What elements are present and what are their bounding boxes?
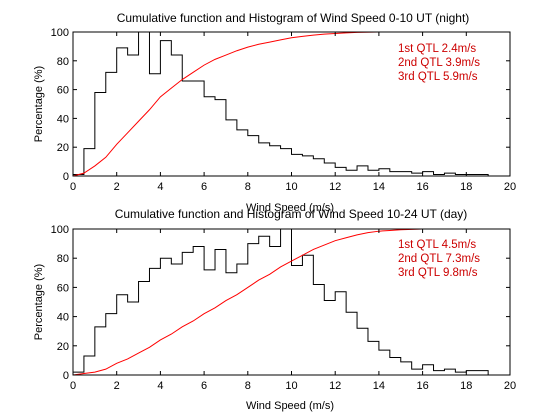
cumulative-line-night (72, 31, 510, 177)
x-tick-label-day: 2 (114, 380, 120, 392)
x-tick-label-day: 6 (201, 380, 207, 392)
y-tick-label-day: 20 (57, 341, 69, 353)
y-axis-label-night: Percentage (%) (33, 66, 45, 142)
quartile-annotations-day: 1st QTL 4.5m/s 2nd QTL 7.3m/s 3rd QTL 9.… (398, 239, 480, 279)
x-axis-label-day: Wind Speed (m/s) (246, 400, 334, 412)
y-tick-label-day: 80 (57, 253, 69, 265)
y-tick-label-night: 60 (57, 85, 69, 97)
chart-night: Cumulative function and Histogram of Win… (33, 11, 480, 214)
x-tick-label-day: 16 (416, 380, 428, 392)
x-tick-label-day: 4 (157, 380, 163, 392)
quartile-3-night: 3rd QTL 5.9m/s (398, 71, 478, 83)
x-tick-label-day: 18 (460, 380, 472, 392)
y-axis-label-day: Percentage (%) (33, 264, 45, 340)
x-tick-label-day: 20 (504, 380, 516, 392)
x-tick-label-night: 8 (245, 181, 251, 193)
y-tick-label-day: 0 (63, 370, 69, 382)
quartile-3-day: 3rd QTL 9.8m/s (398, 267, 478, 279)
x-tick-label-day: 8 (245, 380, 251, 392)
chart-day: Cumulative function and Histogram of Win… (33, 207, 480, 412)
chart-title-night: Cumulative function and Histogram of Win… (117, 11, 470, 25)
quartile-2-day: 2nd QTL 7.3m/s (398, 253, 480, 265)
x-tick-label-night: 12 (329, 181, 341, 193)
quartile-annotations-night: 1st QTL 2.4m/s 2nd QTL 3.9m/s 3rd QTL 5.… (398, 43, 480, 83)
x-tick-label-night: 10 (285, 181, 297, 193)
x-tick-label-night: 16 (416, 181, 428, 193)
x-tick-label-night: 2 (114, 181, 120, 193)
y-tick-label-night: 40 (57, 113, 69, 125)
y-tick-label-night: 20 (57, 142, 69, 154)
x-tick-label-day: 0 (70, 380, 76, 392)
y-tick-label-night: 100 (51, 27, 69, 39)
x-tick-label-night: 14 (373, 181, 385, 193)
quartile-2-night: 2nd QTL 3.9m/s (398, 57, 480, 69)
x-tick-label-day: 10 (285, 380, 297, 392)
cumulative-line-day (72, 228, 510, 376)
plot-area-night: 0 2 4 6 8 10 12 14 16 18 20 0 20 40 60 80 100 (51, 27, 516, 193)
quartile-1-night: 1st QTL 2.4m/s (398, 43, 476, 55)
x-tick-label-night: 6 (201, 181, 207, 193)
y-tick-label-day: 40 (57, 312, 69, 324)
x-tick-label-day: 14 (373, 380, 385, 392)
y-tick-label-day: 60 (57, 282, 69, 294)
chart-title-day: Cumulative function and Histogram of Win… (115, 207, 468, 221)
quartile-1-day: 1st QTL 4.5m/s (398, 239, 476, 251)
x-tick-label-night: 0 (70, 181, 76, 193)
y-tick-label-night: 0 (63, 171, 69, 183)
x-tick-label-night: 20 (504, 181, 516, 193)
x-axis-label-night: Wind Speed (m/s) (246, 202, 334, 214)
plot-area-day: 0 2 4 6 8 10 12 14 16 18 20 0 20 40 60 80 100 (51, 224, 516, 392)
x-tick-label-night: 4 (157, 181, 163, 193)
y-tick-label-day: 100 (51, 224, 69, 236)
x-tick-label-night: 18 (460, 181, 472, 193)
x-tick-label-day: 12 (329, 380, 341, 392)
y-tick-label-night: 80 (57, 56, 69, 68)
